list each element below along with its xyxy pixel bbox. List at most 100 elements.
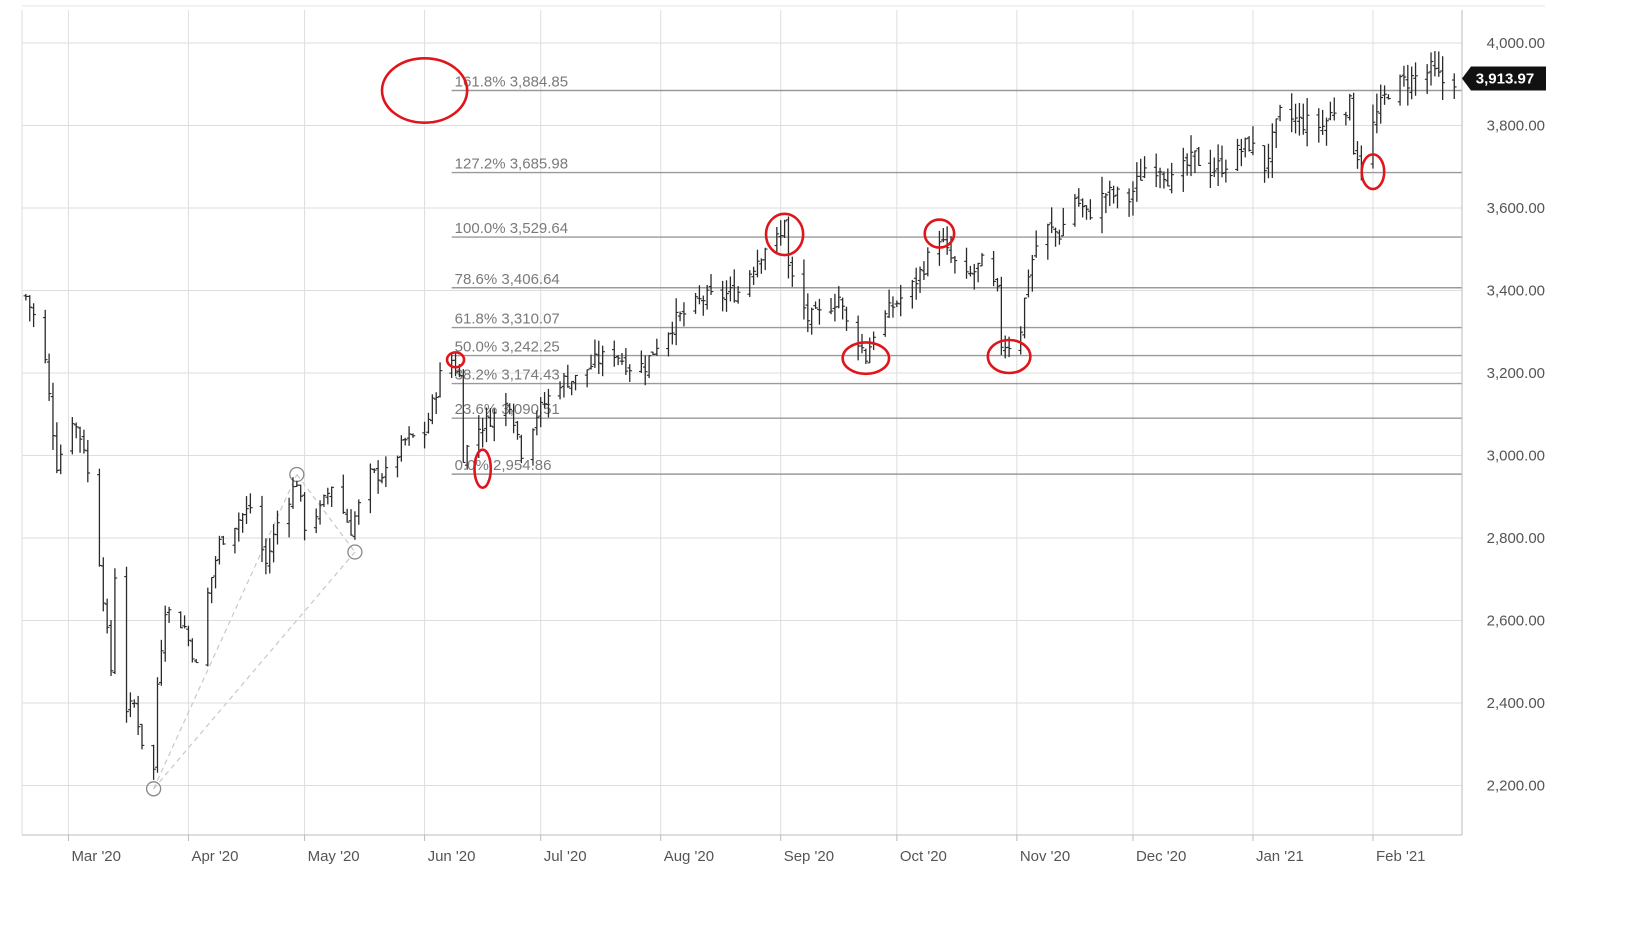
ohlc-bar xyxy=(855,315,861,361)
ohlc-bar xyxy=(898,284,904,317)
ohlc-bar xyxy=(344,508,350,523)
ohlc-bar xyxy=(162,605,168,662)
ohlc-bar xyxy=(619,353,625,365)
ohlc-bar xyxy=(596,340,602,374)
ohlc-bar xyxy=(952,256,958,274)
fibonacci-anchors xyxy=(145,466,363,797)
ohlc-bar xyxy=(910,279,915,309)
ohlc-bar xyxy=(925,247,931,277)
ohlc-bar xyxy=(778,220,784,246)
ohlc-bar xyxy=(728,276,733,302)
last-price-badge: 3,913.97 xyxy=(1462,66,1546,91)
ohlc-bar xyxy=(1324,117,1329,146)
ohlc-bar xyxy=(790,256,795,287)
ohlc-bar xyxy=(1223,159,1229,183)
ohlc-bar xyxy=(1211,157,1217,178)
ohlc-bar xyxy=(1328,101,1333,121)
ohlc-bar xyxy=(1049,207,1054,234)
ohlc-bar xyxy=(863,348,869,365)
ohlc-bar xyxy=(1053,227,1058,247)
ohlc-bar xyxy=(817,298,822,325)
ohlc-bar xyxy=(27,295,33,322)
y-tick-label: 3,200.00 xyxy=(1487,365,1545,382)
ohlc-bar xyxy=(623,348,629,375)
ohlc-bar xyxy=(615,355,621,366)
x-tick-label: Apr '20 xyxy=(191,848,238,865)
ohlc-bar xyxy=(1196,146,1202,166)
ohlc-bar xyxy=(584,369,590,388)
ohlc-bar xyxy=(135,695,141,736)
ohlc-bar xyxy=(77,426,83,453)
ohlc-bar xyxy=(569,380,574,396)
ohlc-bar xyxy=(131,699,137,708)
ohlc-bar xyxy=(782,219,787,238)
y-axis-labels: 2,200.00 2,400.00 2,600.00 2,800.00 3,000.00… xyxy=(1487,35,1545,795)
ohlc-bar xyxy=(1235,138,1240,172)
ohlc-bar xyxy=(190,638,195,663)
ohlc-bar xyxy=(23,293,29,301)
ohlc-bar xyxy=(1126,188,1132,217)
ohlc-bar xyxy=(124,566,129,723)
x-tick-label: Aug '20 xyxy=(664,848,714,865)
ohlc-bar xyxy=(1060,207,1066,237)
ohlc-bar xyxy=(1111,185,1116,204)
ohlc-bar xyxy=(1161,171,1167,189)
ohlc-bar xyxy=(406,426,412,446)
ohlc-bar xyxy=(383,456,389,488)
y-tick-label: 2,200.00 xyxy=(1487,778,1545,795)
ohlc-bar xyxy=(182,615,187,629)
ohlc-bar xyxy=(464,444,470,470)
ohlc-bar xyxy=(81,429,87,454)
ohlc-bar xyxy=(1370,104,1376,169)
ohlc-bar xyxy=(611,340,617,367)
ohlc-bar xyxy=(507,403,513,415)
ohlc-bar xyxy=(263,538,269,575)
ohlc-bar xyxy=(1343,111,1349,126)
ohlc-bar xyxy=(488,408,493,428)
ohlc-bar xyxy=(755,249,760,278)
ohlc-bar xyxy=(1320,109,1325,135)
ohlc-bar xyxy=(375,460,381,494)
ohlc-bar xyxy=(1072,194,1078,227)
fib-level-label: 78.6% 3,406.64 xyxy=(455,271,560,288)
y-tick-label: 2,400.00 xyxy=(1487,695,1545,712)
ohlc-bar xyxy=(894,300,900,308)
ohlc-bar xyxy=(1153,153,1159,188)
ohlc-bar xyxy=(832,293,838,322)
ohlc-bar xyxy=(786,216,791,279)
ohlc-bar xyxy=(54,422,60,474)
ohlc-bar xyxy=(1242,137,1248,158)
ohlc-bar xyxy=(1169,162,1174,194)
ohlc-bar xyxy=(298,484,304,502)
ohlc-bar xyxy=(430,394,435,425)
ohlc-bar xyxy=(1057,229,1062,245)
ohlc-bar xyxy=(1084,205,1089,220)
ohlc-bar xyxy=(1405,64,1411,106)
x-tick-label: Jan '21 xyxy=(1256,848,1304,865)
ohlc-bar xyxy=(329,486,334,507)
ohlc-bar xyxy=(681,302,687,327)
x-tick-label: Jun '20 xyxy=(428,848,476,865)
ohlc-bar xyxy=(1293,103,1298,134)
ohlc-bar xyxy=(1188,135,1194,177)
ohlc-bar xyxy=(50,382,56,450)
ohlc-bar xyxy=(491,408,497,442)
ohlc-bar xyxy=(58,444,64,475)
ohlc-bar xyxy=(1026,269,1031,298)
ohlc-bar xyxy=(774,226,780,255)
ohlc-bar xyxy=(697,285,702,305)
x-tick-label: Dec '20 xyxy=(1136,848,1186,865)
ohlc-bar xyxy=(193,658,199,664)
x-tick-label: Mar '20 xyxy=(71,848,121,865)
ohlc-bar xyxy=(1080,198,1085,218)
ohlc-bar xyxy=(453,351,458,377)
ohlc-bar xyxy=(166,606,172,623)
ohlc-bar xyxy=(530,428,536,466)
ohlc-bar xyxy=(573,374,578,391)
ohlc-bar xyxy=(1386,94,1391,100)
fibonacci-levels: 161.8% 3,884.85 127.2% 3,685.98 100.0% 3,5… xyxy=(451,73,1462,475)
ohlc-bar xyxy=(437,362,443,398)
ohlc-bar xyxy=(708,274,714,296)
fib-anchor-connector xyxy=(296,474,356,553)
ohlc-bar xyxy=(979,253,985,267)
